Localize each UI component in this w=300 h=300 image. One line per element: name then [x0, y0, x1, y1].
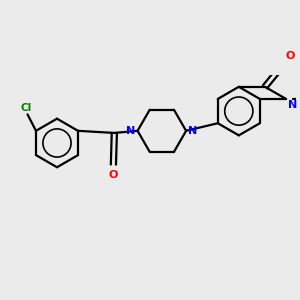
Text: O: O — [285, 51, 295, 61]
Text: N: N — [188, 126, 197, 136]
Text: N: N — [126, 126, 136, 136]
Text: N: N — [288, 100, 298, 110]
Text: O: O — [109, 170, 118, 180]
Text: Cl: Cl — [20, 103, 31, 112]
